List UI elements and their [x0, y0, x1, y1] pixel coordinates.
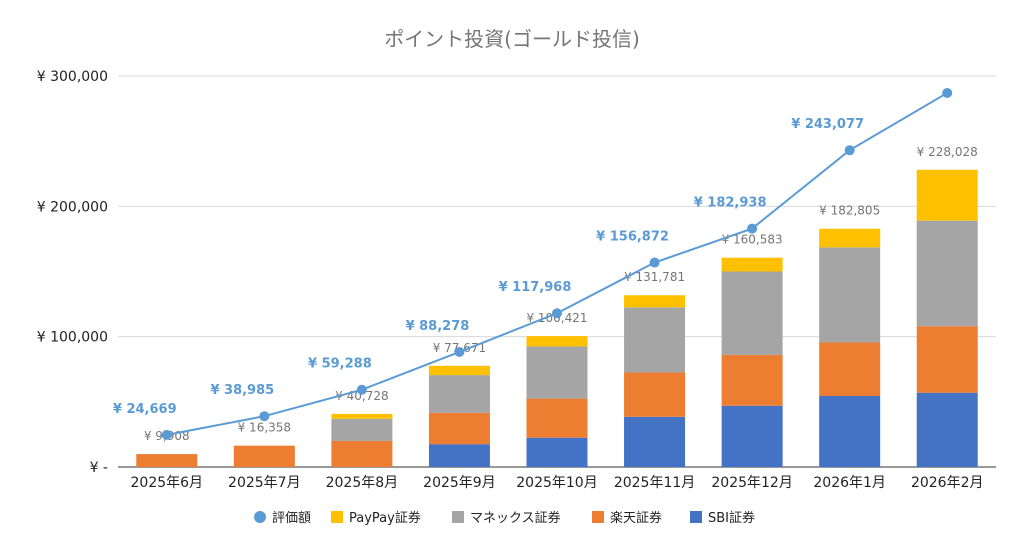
y-tick-label: ¥ 300,000 — [37, 69, 108, 85]
value-label: ¥ 243,077 — [791, 117, 864, 132]
bar-segment — [428, 365, 490, 376]
legend-label: SBI証券 — [708, 510, 755, 526]
value-line: ¥ 24,669 ¥ 38,985 ¥ 59,288 ¥ 88,278 ¥ 117,96… — [113, 87, 953, 440]
bar-segment — [721, 271, 783, 355]
bar-segment — [526, 346, 588, 399]
bar-segment — [428, 375, 490, 413]
value-label: ¥ 182,938 — [694, 196, 767, 211]
x-axis: 2025年6月 2025年7月 2025年8月 2025年9月 2025年10月 2025… — [131, 475, 984, 491]
bar-segment — [819, 247, 881, 343]
total-label: ¥ 160,583 — [722, 233, 783, 247]
y-tick-label: ¥ 200,000 — [37, 199, 108, 215]
x-tick-label: 2025年11月 — [614, 475, 695, 491]
bar-segment — [331, 418, 393, 441]
legend-marker-circle — [254, 511, 266, 523]
y-axis: ¥ - ¥ 100,000 ¥ 200,000 ¥ 300,000 — [37, 69, 108, 476]
bar-segment — [331, 413, 393, 419]
x-tick-label: 2025年6月 — [131, 475, 204, 491]
value-label: ¥ 117,968 — [499, 280, 572, 295]
line-point — [552, 308, 562, 319]
legend-label: PayPay証券 — [349, 510, 421, 526]
bar-segment — [819, 395, 881, 467]
line-point — [649, 257, 660, 268]
line-point — [454, 346, 465, 357]
legend-marker-square — [452, 511, 464, 523]
value-label: ¥ 59,288 — [308, 357, 372, 372]
bar-segment — [526, 398, 588, 438]
total-label: ¥ 16,358 — [238, 421, 291, 435]
bar-segment — [916, 220, 978, 327]
x-tick-label: 2025年9月 — [423, 475, 496, 491]
y-tick-label: ¥ 100,000 — [37, 330, 108, 346]
bar-segment — [916, 326, 978, 393]
value-label: ¥ 24,669 — [113, 402, 177, 417]
bar-segment — [428, 444, 490, 467]
x-tick-label: 2025年10月 — [516, 475, 597, 491]
total-label: ¥ 228,028 — [917, 145, 978, 159]
line-point — [942, 87, 953, 98]
line-point — [259, 411, 270, 422]
legend-marker-square — [690, 511, 702, 523]
chart-title: ポイント投資(ゴールド投信) — [384, 27, 640, 51]
bar-segment — [819, 228, 881, 248]
x-tick-label: 2025年12月 — [711, 475, 792, 491]
value-label: ¥ 156,872 — [596, 230, 669, 245]
legend: 評価額 PayPay証券 マネックス証券 楽天証券 SBI証券 — [254, 510, 755, 526]
bar-segment — [819, 342, 881, 396]
bar-segment — [721, 257, 783, 272]
bar-segment — [721, 354, 783, 406]
value-label: ¥ 88,278 — [406, 319, 470, 334]
bar-segment — [721, 405, 783, 467]
bar-segment — [624, 416, 686, 467]
bar-segment — [331, 440, 393, 467]
line-point — [356, 384, 367, 395]
bar-segment — [526, 437, 588, 467]
legend-label: マネックス証券 — [470, 510, 561, 526]
total-label: ¥ 182,805 — [819, 204, 880, 218]
legend-marker-square — [331, 511, 343, 523]
bar-segment — [916, 169, 978, 221]
x-tick-label: 2026年1月 — [813, 475, 886, 491]
value-label: ¥ 38,985 — [210, 383, 274, 398]
bar-segment — [624, 295, 686, 308]
bar-segment — [526, 336, 588, 347]
legend-label: 楽天証券 — [610, 510, 662, 526]
y-tick-label: ¥ - — [90, 460, 108, 476]
line-point — [161, 429, 172, 440]
bar-segment — [233, 445, 295, 467]
bar-segment — [624, 372, 686, 417]
bar-segment — [136, 454, 198, 467]
bar-segment — [428, 412, 490, 445]
total-label: ¥ 131,781 — [624, 270, 685, 284]
x-tick-label: 2025年8月 — [326, 475, 399, 491]
x-tick-label: 2026年2月 — [911, 475, 984, 491]
bars — [136, 169, 978, 467]
bar-segment — [916, 392, 978, 467]
line-point — [747, 223, 758, 234]
legend-marker-square — [592, 511, 604, 523]
bar-segment — [624, 307, 686, 373]
x-tick-label: 2025年7月 — [228, 475, 301, 491]
legend-label: 評価額 — [272, 511, 311, 526]
line-point — [844, 145, 855, 156]
